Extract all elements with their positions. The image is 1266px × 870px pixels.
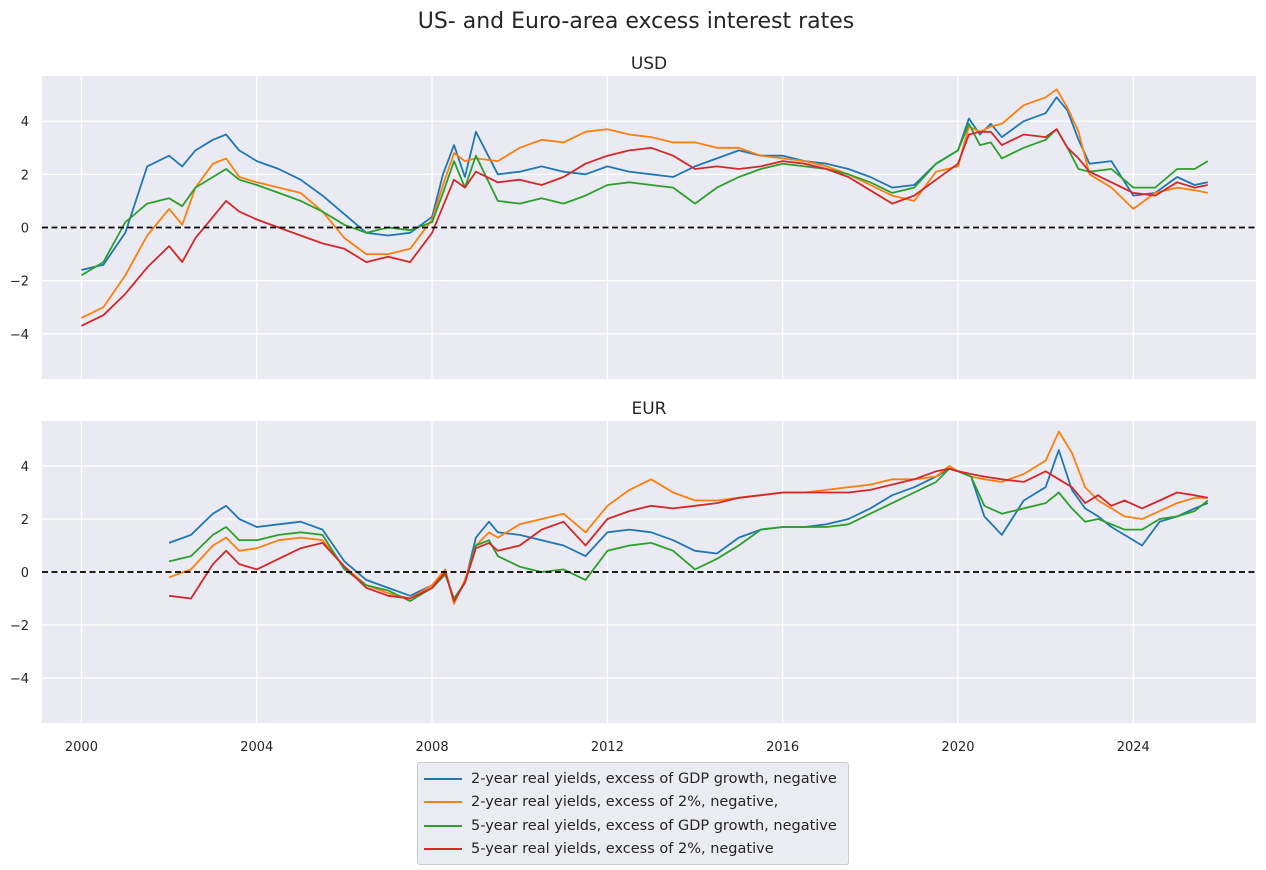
- x-tick-label: 2012: [591, 740, 624, 755]
- legend-entry: 2-year real yields, excess of GDP growth…: [418, 767, 848, 791]
- y-tick-label: −4: [10, 328, 29, 343]
- y-tick-label: 0: [21, 222, 29, 237]
- x-tick-label: 2000: [65, 740, 98, 755]
- legend-label: 5-year real yields, excess of GDP growth…: [471, 817, 837, 834]
- legend-entry: 5-year real yields, excess of 2%, negati…: [418, 838, 848, 862]
- y-tick-label: 0: [21, 566, 29, 581]
- panel-title: EUR: [632, 399, 667, 419]
- legend-label: 2-year real yields, excess of 2%, negati…: [471, 794, 779, 811]
- series-line-2: [81, 88, 1208, 319]
- y-tick-label: −2: [10, 275, 29, 290]
- panel-title: USD: [631, 54, 667, 74]
- series-line-1: [168, 449, 1209, 602]
- series-line-4: [81, 128, 1208, 327]
- legend: 2-year real yields, excess of GDP growth…: [417, 762, 849, 865]
- series-line-4: [168, 467, 1208, 602]
- legend-entry: 5-year real yields, excess of GDP growth…: [418, 814, 848, 838]
- series-line-3: [80, 122, 1209, 277]
- legend-swatch: [424, 777, 462, 780]
- y-tick-label: 4: [21, 115, 29, 130]
- y-tick-label: −2: [10, 619, 29, 634]
- panel-usd: −4 −2 0 2 4 USD: [10, 54, 1256, 379]
- series-line-2: [168, 430, 1208, 605]
- x-tick-label: 2004: [240, 740, 273, 755]
- figure-title: US- and Euro-area excess interest rates: [418, 9, 855, 34]
- legend-swatch: [424, 848, 462, 851]
- panel-eur: −4 −2 0 2 4 2000 2004 2008 2012 2016 2020 2024 EUR: [10, 399, 1256, 755]
- x-tick-label: 2024: [1117, 740, 1150, 755]
- series-line-1: [81, 96, 1208, 271]
- legend-entry: 2-year real yields, excess of 2%, negati…: [418, 791, 848, 815]
- legend-label: 5-year real yields, excess of 2%, negati…: [471, 841, 774, 858]
- x-tick-label: 2020: [941, 740, 974, 755]
- x-tick-label: 2016: [766, 740, 799, 755]
- legend-swatch: [424, 801, 462, 804]
- legend-swatch: [424, 824, 462, 827]
- legend-label: 2-year real yields, excess of GDP growth…: [471, 770, 837, 787]
- x-tick-label: 2008: [416, 740, 449, 755]
- y-tick-label: 2: [21, 168, 29, 183]
- y-tick-label: 4: [21, 460, 29, 475]
- y-tick-label: −4: [10, 672, 29, 687]
- y-tick-label: 2: [21, 513, 29, 528]
